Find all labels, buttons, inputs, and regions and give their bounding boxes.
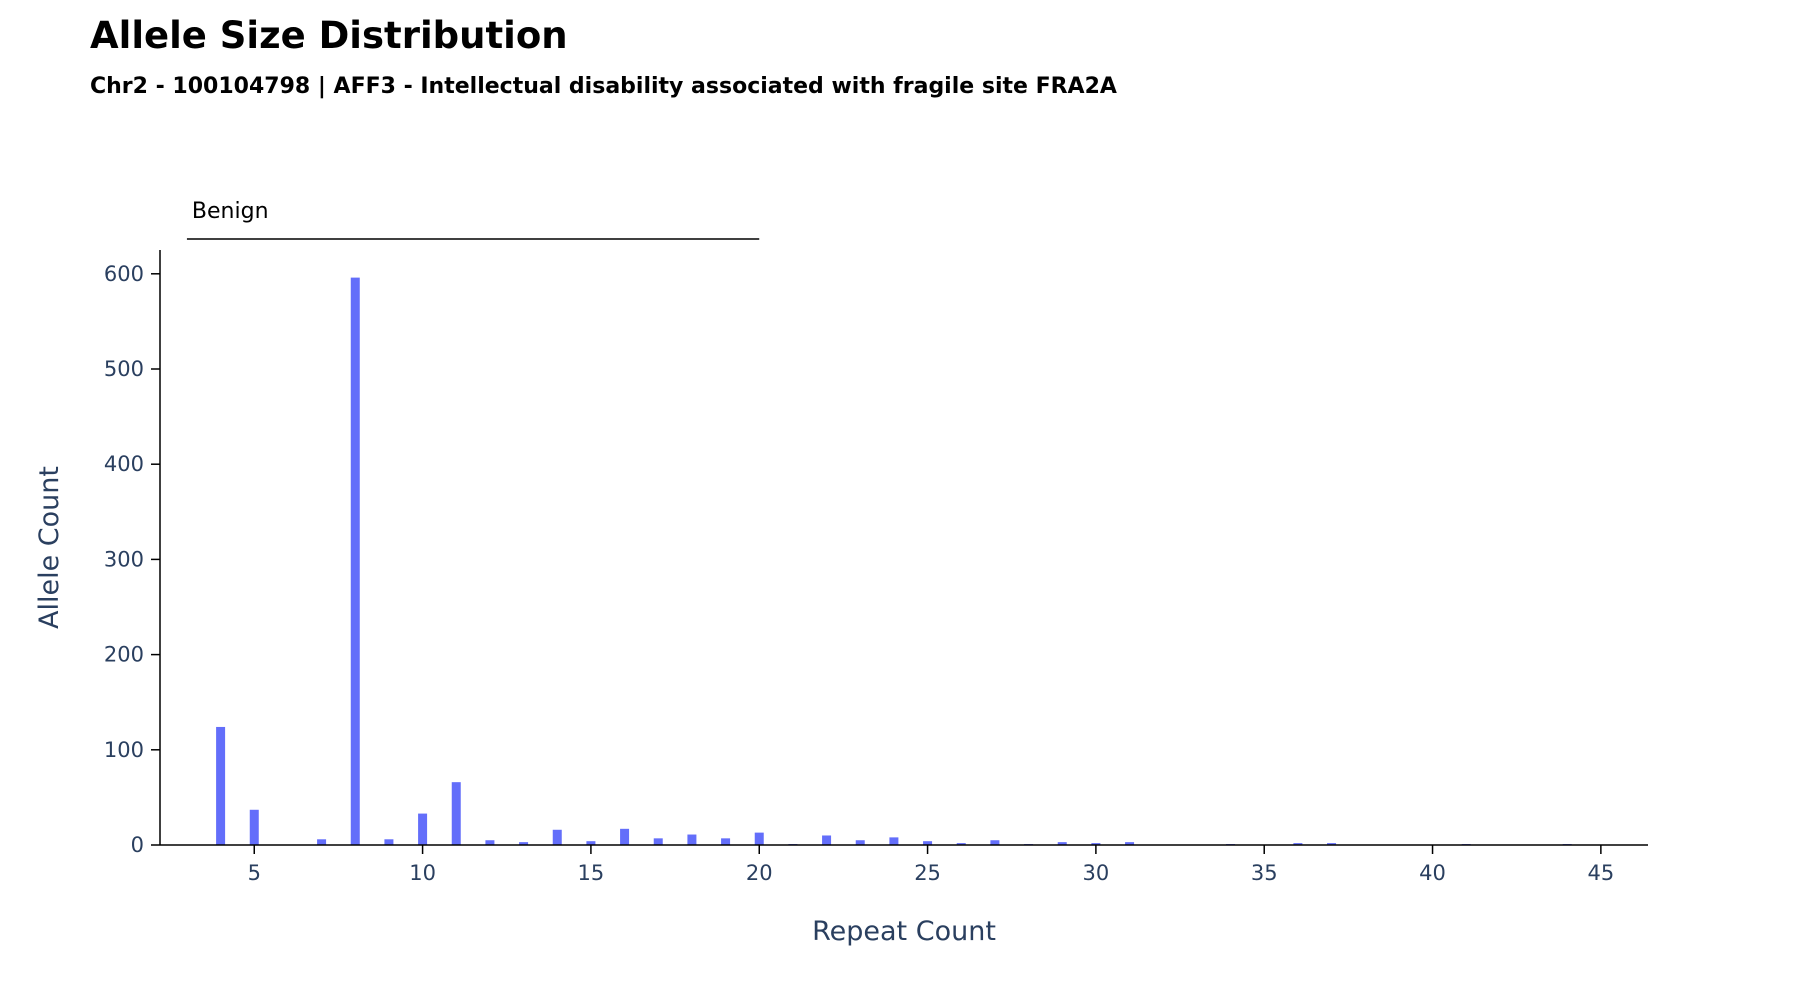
page-subtitle: Chr2 - 100104798 | AFF3 - Intellectual d… — [90, 74, 1117, 99]
bar-repeat-26[interactable] — [956, 843, 966, 845]
x-axis-title: Repeat Count — [812, 916, 996, 947]
bar-repeat-19[interactable] — [721, 838, 731, 845]
bar-repeat-13[interactable] — [519, 842, 529, 845]
bar-repeat-25[interactable] — [923, 841, 933, 845]
y-tick-label: 0 — [131, 833, 144, 857]
x-tick-label: 25 — [914, 861, 941, 885]
bar-repeat-24[interactable] — [889, 837, 899, 845]
bar-repeat-16[interactable] — [620, 828, 630, 845]
bar-repeat-36[interactable] — [1293, 843, 1303, 845]
bar-repeat-23[interactable] — [855, 840, 865, 845]
x-tick-label: 35 — [1251, 861, 1278, 885]
bar-repeat-18[interactable] — [687, 834, 697, 845]
bar-repeat-31[interactable] — [1125, 842, 1135, 845]
bar-repeat-5[interactable] — [249, 809, 259, 845]
bar-repeat-4[interactable] — [216, 726, 226, 845]
band-layer: Benign — [186, 199, 760, 240]
tick-layer: 5 10 15 20 25 30 35 40 45 0 100 200 300 400 500 600 — [104, 262, 1614, 885]
x-tick-label: 40 — [1419, 861, 1446, 885]
bar-repeat-37[interactable] — [1327, 843, 1337, 845]
x-tick-label: 15 — [578, 861, 605, 885]
y-tick-label: 400 — [104, 452, 144, 476]
x-tick-label: 30 — [1083, 861, 1110, 885]
bar-repeat-15[interactable] — [586, 841, 596, 845]
y-tick-label: 100 — [104, 738, 144, 762]
y-tick-label: 500 — [104, 357, 144, 381]
y-tick-label: 600 — [104, 262, 144, 286]
axis-layer — [159, 250, 1648, 846]
y-tick-label: 200 — [104, 643, 144, 667]
bar-repeat-22[interactable] — [822, 835, 832, 845]
page-title: Allele Size Distribution — [90, 14, 568, 57]
x-tick-label: 20 — [746, 861, 773, 885]
bar-repeat-7[interactable] — [317, 839, 327, 845]
bar-repeat-14[interactable] — [552, 829, 562, 845]
bar-repeat-30[interactable] — [1091, 843, 1101, 845]
bar-repeat-11[interactable] — [451, 782, 461, 845]
bar-repeat-17[interactable] — [653, 838, 663, 845]
x-tick-label: 45 — [1588, 861, 1615, 885]
bar-repeat-12[interactable] — [485, 840, 495, 845]
x-tick-label: 5 — [248, 861, 261, 885]
x-tick-label: 10 — [409, 861, 436, 885]
y-tick-label: 300 — [104, 547, 144, 571]
y-axis-title: Allele Count — [34, 466, 65, 629]
band-label-benign: Benign — [192, 199, 269, 224]
bar-layer — [216, 277, 1572, 845]
bar-repeat-27[interactable] — [990, 840, 1000, 845]
bar-repeat-9[interactable] — [384, 839, 394, 845]
bar-repeat-10[interactable] — [418, 813, 428, 845]
bar-repeat-8[interactable] — [350, 277, 360, 845]
bar-repeat-20[interactable] — [754, 832, 764, 845]
bar-repeat-29[interactable] — [1057, 842, 1067, 845]
